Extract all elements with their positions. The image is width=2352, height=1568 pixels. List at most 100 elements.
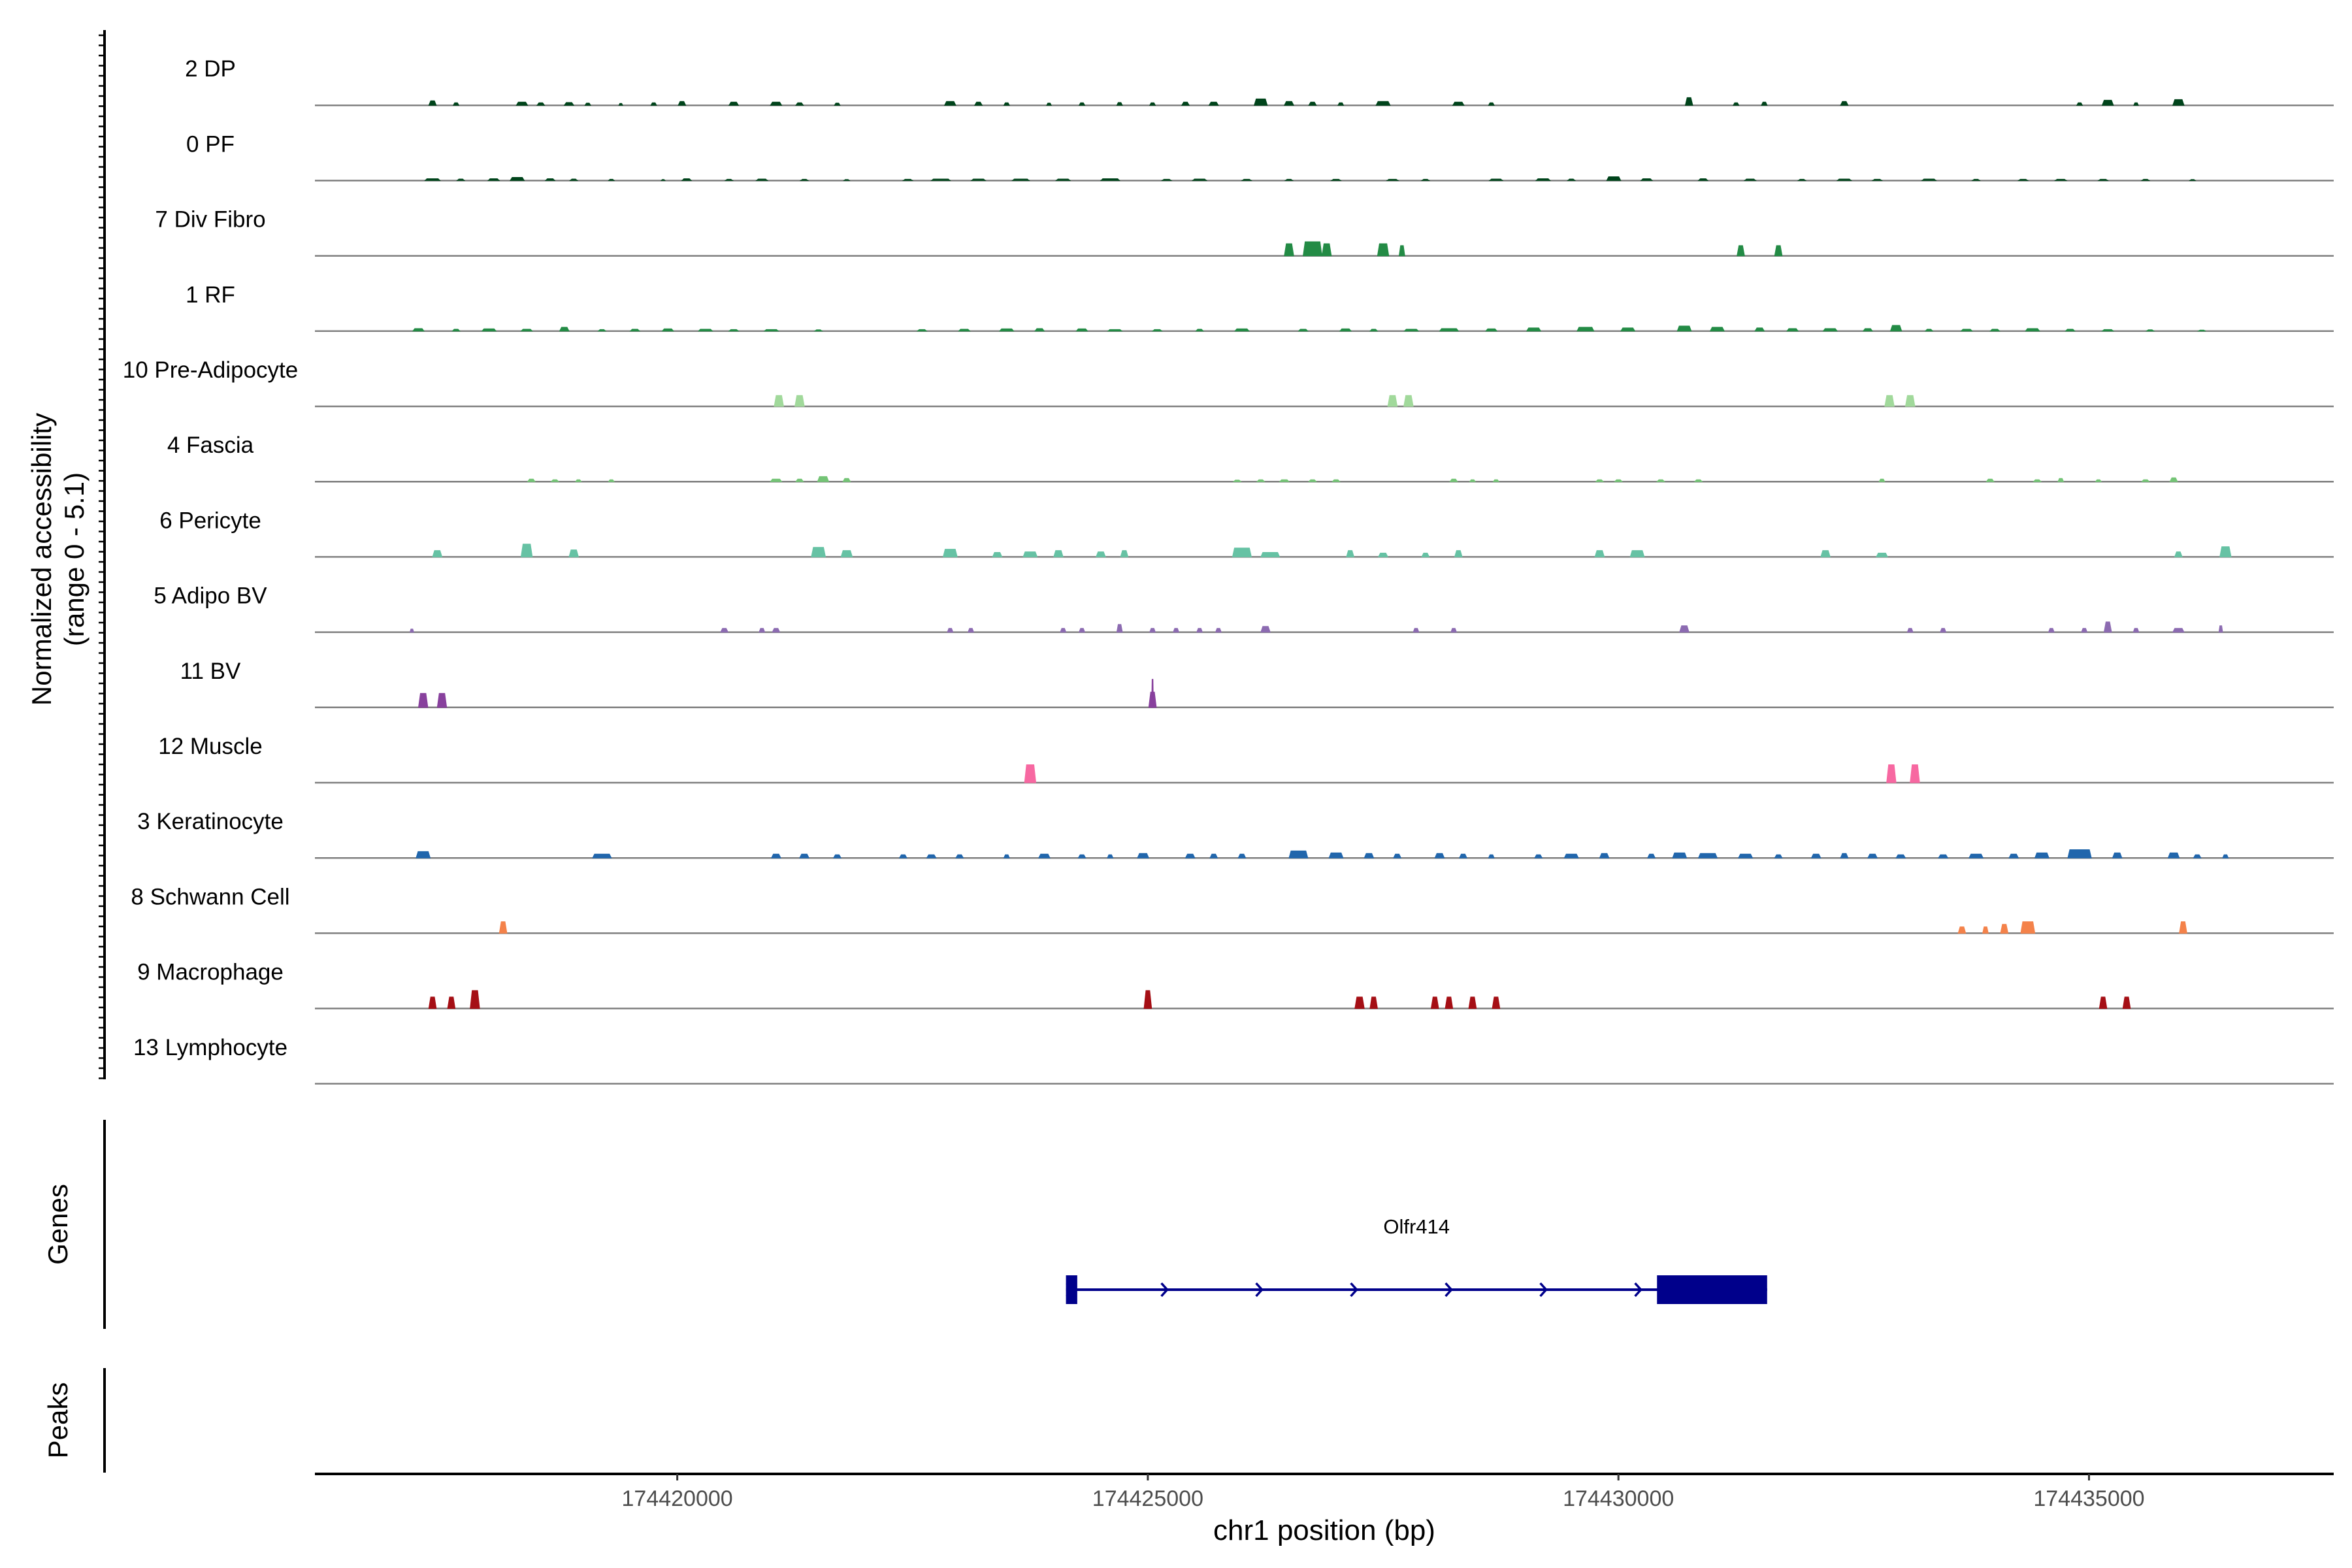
accessibility-peak	[1284, 243, 1294, 257]
accessibility-peak	[2020, 921, 2036, 934]
strand-arrow	[1255, 1282, 1264, 1298]
accessibility-peak	[1971, 178, 1981, 181]
accessibility-peak	[2065, 329, 2076, 332]
accessibility-peak	[1895, 854, 1906, 858]
accessibility-peak	[487, 178, 500, 181]
accessibility-peak	[1567, 178, 1576, 181]
accessibility-peak	[1485, 328, 1498, 332]
accessibility-peak	[660, 179, 666, 181]
accessibility-peak	[1886, 764, 1897, 783]
track-label: 2 DP	[185, 56, 236, 82]
accessibility-peak	[424, 178, 441, 181]
genes-panel-label: Genes	[42, 1184, 73, 1265]
x-axis-tick-label: 174425000	[1092, 1486, 1203, 1511]
accessibility-peak	[1095, 551, 1106, 557]
accessibility-peak	[840, 550, 853, 557]
accessibility-peak	[1075, 328, 1088, 332]
accessibility-peak	[536, 102, 546, 106]
accessibility-peak	[1595, 479, 1605, 482]
accessibility-peak	[1339, 328, 1352, 332]
accessibility-peak	[1454, 550, 1463, 557]
accessibility-peak	[898, 854, 907, 858]
accessibility-peak	[1836, 178, 1853, 181]
accessibility-peak	[958, 329, 971, 332]
accessibility-peak	[770, 478, 783, 482]
y-axis-ticks	[99, 34, 105, 1079]
accessibility-peak	[2034, 852, 2050, 858]
accessibility-peak	[1003, 854, 1010, 858]
accessibility-peak	[1488, 178, 1504, 181]
accessibility-peak	[832, 854, 842, 858]
track-10-pre-adipocyte: 10 Pre-Adipocyte	[123, 357, 2334, 408]
accessibility-peak	[2099, 996, 2108, 1009]
accessibility-peak	[409, 629, 414, 633]
accessibility-peak	[1024, 764, 1037, 783]
accessibility-peak	[697, 329, 713, 332]
accessibility-peak	[763, 329, 779, 332]
accessibility-peak	[1241, 178, 1253, 181]
accessibility-peak	[2033, 479, 2042, 482]
accessibility-peak	[1215, 628, 1222, 633]
accessibility-peak	[795, 102, 804, 106]
accessibility-peak	[1871, 178, 1884, 181]
accessibility-peak	[1968, 853, 1984, 858]
accessibility-peak	[1346, 550, 1355, 557]
accessibility-peak	[1184, 853, 1196, 858]
accessibility-peak	[2112, 852, 2123, 858]
accessibility-peak	[520, 329, 534, 332]
accessibility-peak	[1195, 329, 1205, 332]
accessibility-peak	[1149, 102, 1156, 106]
accessibility-peak	[1488, 854, 1495, 858]
accessibility-peak	[720, 628, 729, 633]
accessibility-peak	[1989, 329, 2001, 332]
track-4-fascia: 4 Fascia	[167, 433, 2334, 483]
accessibility-peak	[1232, 547, 1252, 557]
accessibility-peak	[550, 479, 560, 482]
accessibility-peak	[799, 178, 809, 181]
accessibility-peak	[1208, 101, 1219, 106]
track-label: 13 Lymphocyte	[133, 1035, 287, 1060]
accessibility-peak	[973, 101, 983, 106]
accessibility-peak	[1116, 624, 1123, 633]
accessibility-peak	[1884, 395, 1895, 407]
accessibility-peak	[2048, 628, 2055, 633]
accessibility-peak	[794, 395, 805, 407]
peaks-panel-label: Peaks	[42, 1382, 73, 1459]
accessibility-peak	[569, 178, 579, 181]
accessibility-peak	[1656, 479, 1666, 482]
accessibility-peak	[759, 628, 766, 633]
accessibility-peak	[1260, 626, 1271, 633]
accessibility-peak	[1288, 850, 1309, 858]
track-8-schwann-cell: 8 Schwann Cell	[131, 884, 2334, 934]
accessibility-peak	[1629, 550, 1645, 557]
track-label: 3 Keratinocyte	[137, 809, 284, 834]
accessibility-peak	[1733, 102, 1740, 106]
accessibility-peak	[2172, 99, 2185, 106]
accessibility-peak	[947, 628, 954, 633]
accessibility-peak	[1449, 478, 1458, 482]
accessibility-peak	[1867, 853, 1878, 858]
y-axis-label-line2: (range 0 - 5.1)	[59, 472, 90, 646]
accessibility-peak	[916, 329, 928, 332]
accessibility-peak	[678, 101, 687, 106]
accessibility-peak	[2167, 852, 2180, 858]
accessibility-peak	[842, 478, 851, 482]
accessibility-peak	[1985, 478, 1995, 482]
accessibility-peak	[456, 178, 466, 181]
accessibility-peak	[1078, 102, 1086, 106]
accessibility-peak	[584, 103, 592, 106]
accessibility-peak	[681, 178, 693, 181]
accessibility-peak	[799, 853, 810, 858]
accessibility-peak	[2197, 329, 2206, 332]
accessibility-peak	[1840, 853, 1849, 858]
track-label: 6 Pericyte	[159, 508, 261, 533]
accessibility-peak	[943, 101, 956, 106]
accessibility-peak	[2189, 179, 2197, 181]
accessibility-peak	[2219, 546, 2232, 557]
strand-arrow	[1539, 1282, 1548, 1298]
accessibility-peak	[1137, 853, 1150, 858]
accessibility-peak	[1151, 679, 1154, 708]
accessibility-peak	[1957, 926, 1967, 934]
accessibility-peak	[1077, 854, 1086, 858]
